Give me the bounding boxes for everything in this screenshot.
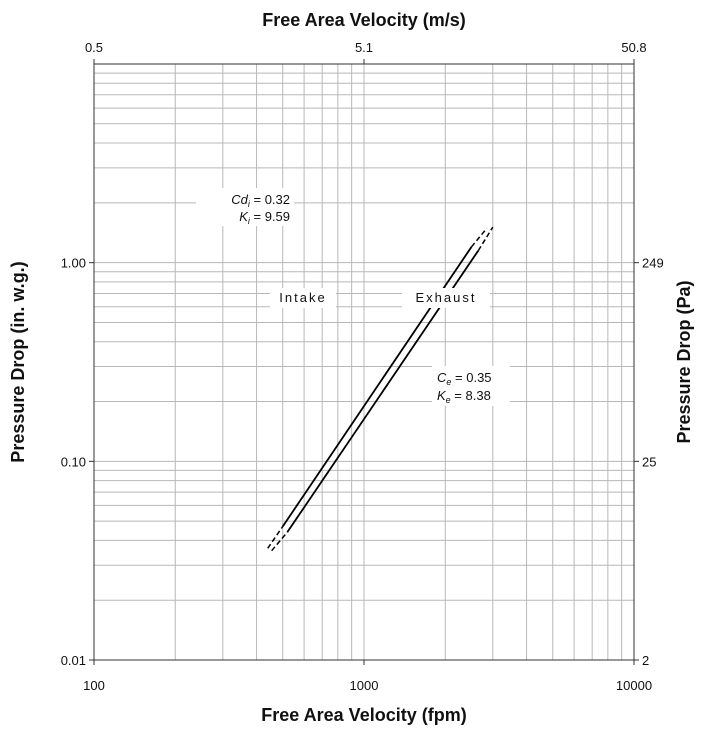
exhaust-c-subscript: e xyxy=(446,377,451,387)
intake-cd-subscript: i xyxy=(248,199,251,209)
intake-k-value: = 9.59 xyxy=(250,209,290,224)
bottom-axis-title: Free Area Velocity (fpm) xyxy=(261,705,466,725)
left-axis-title: Pressure Drop (in. w.g.) xyxy=(8,261,28,462)
intake-cd-annotation: Cdi = 0.32 xyxy=(231,192,290,209)
exhaust-label-bg xyxy=(402,288,490,308)
exhaust-c-symbol: C xyxy=(437,370,447,385)
intake-curve-extension xyxy=(470,227,488,248)
right-axis-title: Pressure Drop (Pa) xyxy=(674,280,694,443)
exhaust-coeff-bg xyxy=(432,366,510,406)
exhaust-k-subscript: e xyxy=(446,395,451,405)
tick-labels: 100 1000 10000 0.5 5.1 50.8 0.01 0.10 1.00 2 25 249 xyxy=(61,40,664,693)
intake-k-symbol: K xyxy=(239,209,249,224)
exhaust-c-annotation: Ce = 0.35 xyxy=(437,370,492,387)
top-axis-title: Free Area Velocity (m/s) xyxy=(262,10,465,30)
intake-curve-extension xyxy=(267,526,284,549)
intake-label-bg xyxy=(270,288,336,308)
x-tick-label: 1000 xyxy=(350,678,379,693)
intake-series-label: Intake xyxy=(279,290,326,305)
exhaust-k-symbol: K xyxy=(437,388,447,403)
y2-tick-label: 249 xyxy=(642,256,664,271)
exhaust-k-annotation: Ke = 8.38 xyxy=(437,388,491,405)
y-tick-label: 1.00 xyxy=(61,256,86,271)
x2-tick-label: 50.8 xyxy=(621,40,646,55)
intake-k-subscript: i xyxy=(248,216,251,226)
exhaust-curve-extension xyxy=(271,531,288,552)
exhaust-k-value: = 8.38 xyxy=(451,388,491,403)
exhaust-series-label: Exhaust xyxy=(416,290,477,305)
y2-tick-label: 25 xyxy=(642,454,656,469)
intake-coeff-bg xyxy=(196,188,294,226)
y2-tick-label: 2 xyxy=(642,653,649,668)
intake-k-annotation: Ki = 9.59 xyxy=(239,209,290,226)
x-tick-label: 100 xyxy=(83,678,105,693)
y-tick-label: 0.01 xyxy=(61,653,86,668)
x-tick-label: 10000 xyxy=(616,678,652,693)
exhaust-c-value: = 0.35 xyxy=(451,370,491,385)
x2-tick-label: 5.1 xyxy=(355,40,373,55)
x2-tick-label: 0.5 xyxy=(85,40,103,55)
exhaust-curve-extension xyxy=(477,226,494,252)
intake-cd-symbol: Cd xyxy=(231,192,248,207)
y-tick-label: 0.10 xyxy=(61,454,86,469)
intake-cd-value: = 0.32 xyxy=(250,192,290,207)
grid-lines xyxy=(94,64,634,660)
